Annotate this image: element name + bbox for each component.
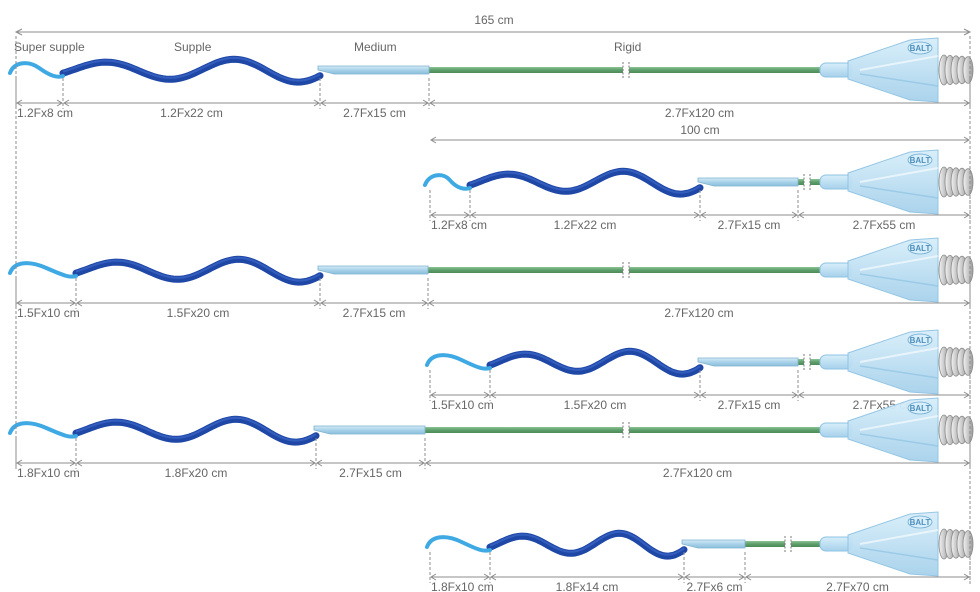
medium-segment [313,425,426,435]
catheter-list: BALT 1.2Fx8 cm 1.2Fx22 cm 2.7Fx15 cm 2.7Fx12… [8,36,974,592]
svg-text:BALT: BALT [910,518,931,527]
segment-dimensions: 1.2Fx8 cm 1.2Fx22 cm 2.7Fx15 cm 2.7Fx120 cm [15,78,971,120]
hub-connector: BALT [819,37,974,103]
svg-text:BALT: BALT [910,404,931,413]
balt-logo: BALT [907,41,933,55]
header-dimension: 165 cm Super supple Supple Medium Rigid [14,13,972,54]
segment-label: 2.7Fx70 cm [826,580,889,592]
super-supple-tip [8,421,78,439]
super-supple-tip [425,535,492,553]
medium-segment [317,265,429,275]
segment-label: 2.7Fx15 cm [718,398,781,412]
supple-segment [72,255,324,286]
segment-label: 2.7Fx6 cm [686,580,742,592]
supple-segment [486,347,704,378]
hub-connector: BALT [819,397,974,463]
segment-label: 2.7Fx15 cm [339,466,402,480]
catheter-row: BALT 1.2Fx8 cm 1.2Fx22 cm 2.7Fx15 cm 2.7Fx12… [8,37,974,120]
segment-label: 1.2Fx22 cm [160,106,223,120]
segment-label: 2.7Fx15 cm [343,306,406,320]
rigid-segment [798,174,820,190]
rigid-segment [798,354,820,370]
segment-label: 1.8Fx14 cm [556,580,619,592]
catheter-row: BALT 1.5Fx10 cm 1.5Fx20 cm 2.7Fx15 cm 2.7Fx1… [8,237,974,320]
row-total-dimension: 100 cm [430,123,970,144]
rigid-segment [429,62,820,78]
segment-label: 2.7Fx120 cm [664,306,733,320]
balt-logo: BALT [907,153,933,167]
segment-label: 1.8Fx10 cm [431,580,494,592]
segment-label: 1.8Fx20 cm [165,466,228,480]
svg-text:BALT: BALT [910,244,931,253]
svg-text:BALT: BALT [910,156,931,165]
svg-text:BALT: BALT [910,336,931,345]
balt-logo: BALT [907,241,933,255]
hub-connector: BALT [819,237,974,303]
segment-label: 2.7Fx120 cm [663,466,732,480]
section-label-medium: Medium [354,40,397,54]
hub-connector: BALT [819,149,974,215]
balt-logo: BALT [907,333,933,347]
segment-label: 2.7Fx15 cm [718,218,781,232]
segment-label: 1.5Fx10 cm [17,306,80,320]
catheter-row: BALT 1.8Fx10 cm 1.8Fx14 cm 2.7Fx6 cm 2.7Fx70… [425,511,974,592]
catheter-row: BALT 1.8Fx10 cm 1.8Fx20 cm 2.7Fx15 cm 2.7Fx1… [8,397,974,480]
segment-label: 1.2Fx8 cm [17,106,73,120]
balt-logo: BALT [907,401,933,415]
segment-dimensions: 1.2Fx8 cm 1.2Fx22 cm 2.7Fx15 cm 2.7Fx55 cm [429,190,971,232]
super-supple-tip [425,353,492,371]
segment-dimensions: 1.5Fx10 cm 1.5Fx20 cm 2.7Fx15 cm 2.7Fx55 cm [429,370,971,412]
medium-segment [681,539,746,549]
rigid-segment [425,422,820,438]
rigid-segment [428,262,820,278]
segment-label: 1.2Fx22 cm [554,218,617,232]
rigid-segment [745,536,820,552]
segment-label: 1.5Fx20 cm [564,398,627,412]
medium-segment [317,65,430,75]
supple-segment [59,55,324,86]
hub-connector: BALT [819,511,974,577]
supple-segment [466,167,704,198]
segment-dimensions: 1.5Fx10 cm 1.5Fx20 cm 2.7Fx15 cm 2.7Fx120 c… [15,278,971,320]
row-total-label: 100 cm [680,123,719,137]
segment-label: 2.7Fx15 cm [343,106,406,120]
svg-text:BALT: BALT [910,44,931,53]
section-label-rigid: Rigid [614,40,641,54]
segment-label: 1.5Fx10 cm [431,398,494,412]
medium-segment [697,177,799,187]
super-supple-tip [8,61,65,79]
super-supple-tip [8,261,78,279]
medium-segment [697,357,799,367]
supple-segment [72,415,320,446]
super-supple-tip [423,173,472,191]
segment-label: 1.2Fx8 cm [431,218,487,232]
total-length-label: 165 cm [474,13,513,27]
segment-dimensions: 1.8Fx10 cm 1.8Fx20 cm 2.7Fx15 cm 2.7Fx120 c… [15,438,971,480]
hub-connector: BALT [819,329,974,395]
segment-dimensions: 1.8Fx10 cm 1.8Fx14 cm 2.7Fx6 cm 2.7Fx70 cm [429,552,971,592]
segment-label: 1.5Fx20 cm [167,306,230,320]
segment-label: 2.7Fx55 cm [853,218,916,232]
balt-logo: BALT [907,515,933,529]
section-label-super-supple: Super supple [14,40,85,54]
supple-segment [486,529,688,560]
section-label-supple: Supple [174,40,212,54]
catheter-row: 100 cm BALT 1.2Fx8 cm 1.2Fx22 cm 2.7Fx15 cm 2… [423,123,974,232]
segment-label: 1.8Fx10 cm [17,466,80,480]
segment-label: 2.7Fx120 cm [665,106,734,120]
